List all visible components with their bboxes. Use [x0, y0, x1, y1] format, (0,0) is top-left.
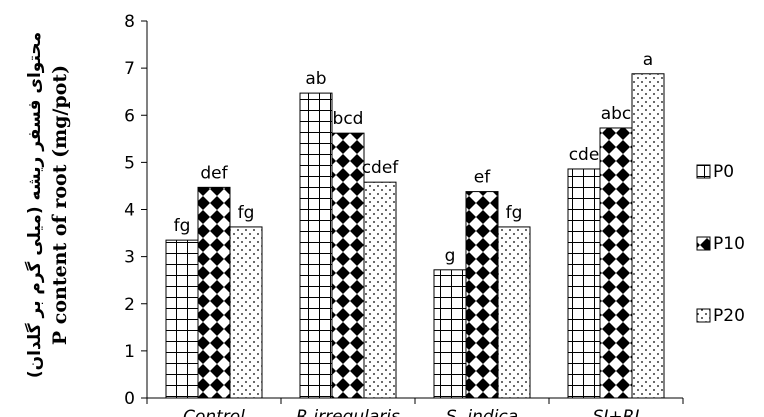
legend-label: P20 — [713, 306, 745, 326]
bar-letter-label: cdef — [362, 158, 400, 178]
legend-swatch-p0 — [697, 165, 710, 178]
bar-p0-1 — [300, 93, 332, 398]
bar-letter-label: fg — [238, 203, 255, 223]
bars — [166, 74, 664, 398]
bar-p20-1 — [364, 182, 396, 398]
legend-swatch-p20 — [697, 309, 710, 322]
bar-letter-label: cde — [569, 145, 600, 165]
y-tick-label: 1 — [124, 342, 135, 362]
legend-label: P10 — [713, 234, 745, 254]
y-tick-label: 0 — [124, 389, 135, 409]
bar-letter-label: abc — [601, 104, 632, 124]
bar-p20-3 — [632, 74, 664, 398]
y-tick-label: 6 — [124, 106, 135, 126]
bar-letter-label: ab — [305, 69, 326, 89]
bar-p0-3 — [568, 169, 600, 398]
category-label: Control — [183, 407, 245, 417]
bar-p10-0 — [198, 187, 230, 398]
bar-letter-label: fg — [174, 216, 191, 236]
category-label: R.irregularis — [296, 407, 400, 417]
y-tick-label: 2 — [124, 295, 135, 315]
y-tick-label: 4 — [124, 201, 135, 221]
bar-p20-2 — [498, 227, 530, 398]
category-label: SI+RI — [593, 407, 640, 417]
bar-p10-1 — [332, 133, 364, 398]
y-tick-label: 3 — [124, 248, 135, 268]
legend: P0 P10 P20 — [697, 162, 745, 326]
bar-letter-label: a — [643, 50, 653, 70]
y-tick-label: 7 — [124, 59, 135, 79]
y-tick-label: 5 — [124, 153, 135, 173]
y-tick-label: 8 — [124, 12, 135, 32]
legend-label: P0 — [713, 162, 734, 182]
bar-p20-0 — [230, 227, 262, 398]
bar-p0-2 — [434, 270, 466, 398]
y-axis-title-en: P content of root (mg/pot) — [49, 65, 71, 345]
bar-letter-label: ef — [474, 168, 491, 188]
y-axis-title-fa: محتوای فسفر ریشه (میلی گرم بر گلدان) — [24, 32, 45, 378]
bar-letter-label: bcd — [333, 109, 364, 129]
bar-p10-3 — [600, 128, 632, 398]
bar-p10-2 — [466, 192, 498, 398]
legend-swatch-p10 — [697, 237, 710, 250]
bar-letter-label: fg — [506, 203, 523, 223]
bar-letter-label: def — [200, 163, 228, 183]
category-labels: Control R.irregularis S. indica SI+RI — [183, 407, 639, 417]
category-label: S. indica — [446, 407, 518, 417]
bar-p0-0 — [166, 240, 198, 398]
bar-letter-label: g — [445, 246, 456, 266]
y-axis-title: محتوای فسفر ریشه (میلی گرم بر گلدان) P c… — [24, 32, 71, 378]
